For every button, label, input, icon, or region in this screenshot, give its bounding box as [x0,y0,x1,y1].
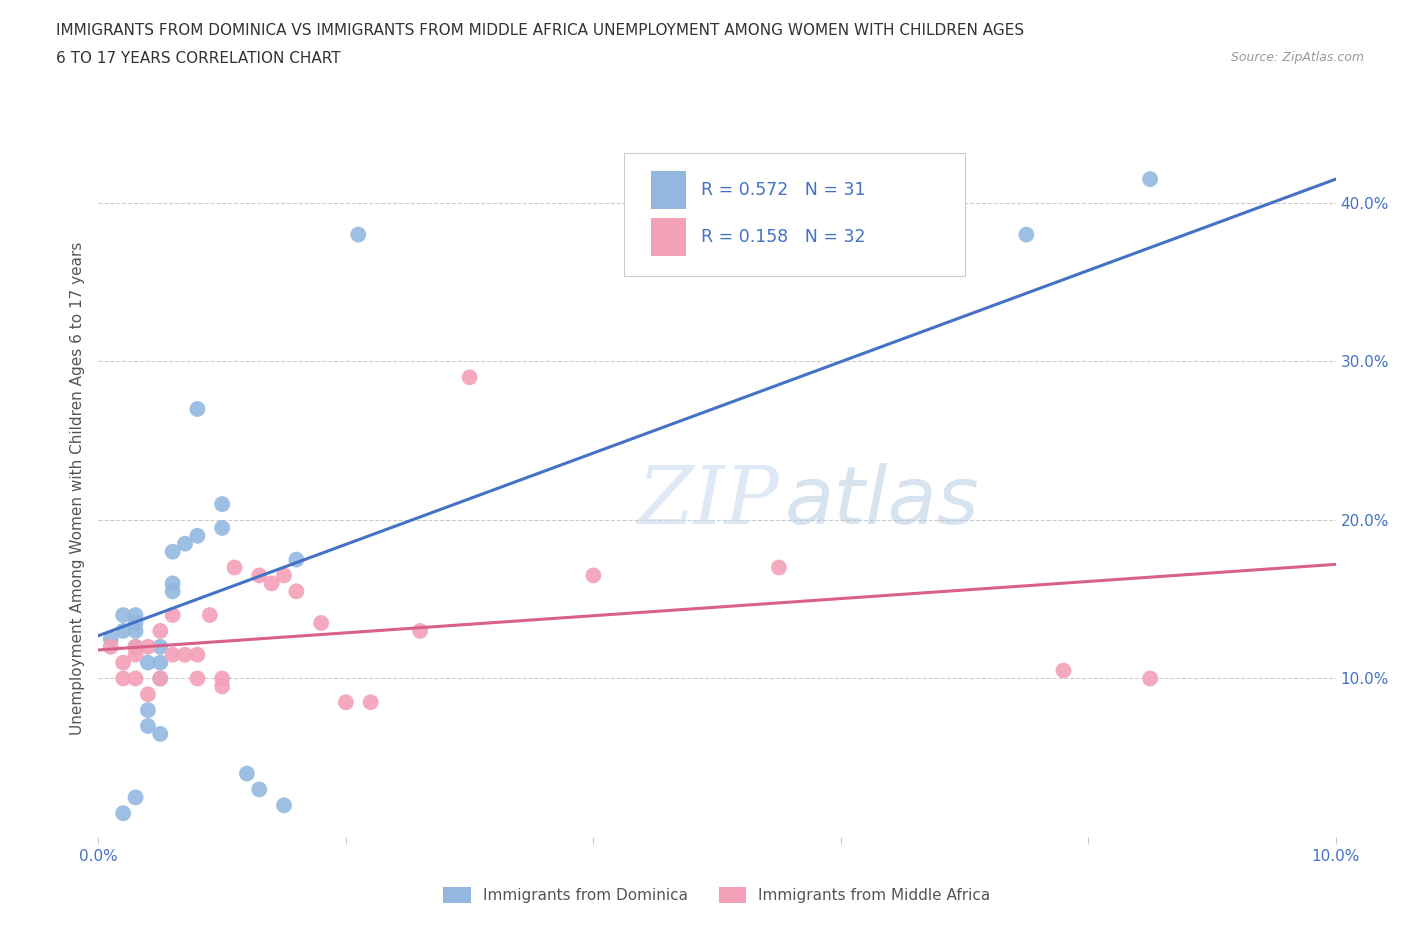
Point [112,805,135,820]
Point [409,623,432,638]
Point [100,639,122,654]
Point [136,687,159,702]
Point [124,607,146,622]
Point [149,726,172,741]
Point [162,576,184,591]
Point [174,647,197,662]
Point [124,639,146,654]
Point [162,607,184,622]
FancyBboxPatch shape [651,171,686,209]
Point [247,568,270,583]
Point [360,695,382,710]
Point [335,695,357,710]
Point [100,631,122,646]
Text: R = 0.572   N = 31: R = 0.572 N = 31 [702,181,866,199]
Point [224,560,246,575]
Point [149,623,172,638]
Point [112,655,135,670]
Point [247,782,270,797]
Point [211,521,233,536]
Text: ZIP: ZIP [637,463,779,541]
Point [124,647,146,662]
Text: Source: ZipAtlas.com: Source: ZipAtlas.com [1230,51,1364,64]
Point [124,623,146,638]
Point [149,655,172,670]
Point [260,576,283,591]
Point [186,402,208,417]
Point [124,616,146,631]
Point [162,544,184,559]
Text: 6 TO 17 YEARS CORRELATION CHART: 6 TO 17 YEARS CORRELATION CHART [56,51,340,66]
Point [285,552,308,567]
Point [124,639,146,654]
Point [211,679,233,694]
Point [1139,172,1161,187]
Point [124,790,146,804]
Point [162,584,184,599]
Point [347,227,370,242]
Point [198,607,221,622]
Point [768,560,790,575]
FancyBboxPatch shape [624,153,965,275]
Point [149,639,172,654]
Point [112,623,135,638]
Point [112,607,135,622]
Point [186,671,208,686]
Point [273,798,295,813]
Point [458,370,481,385]
Point [285,584,308,599]
Point [149,671,172,686]
Point [1052,663,1074,678]
Point [136,639,159,654]
Point [162,647,184,662]
Point [582,568,605,583]
Point [174,537,197,551]
Point [309,616,332,631]
Point [273,568,295,583]
Point [211,671,233,686]
Point [186,647,208,662]
Point [124,671,146,686]
Point [112,671,135,686]
Point [136,655,159,670]
Y-axis label: Unemployment Among Women with Children Ages 6 to 17 years: Unemployment Among Women with Children A… [69,242,84,735]
Text: atlas: atlas [785,463,980,541]
Point [136,703,159,718]
Legend: Immigrants from Dominica, Immigrants from Middle Africa: Immigrants from Dominica, Immigrants fro… [437,882,997,910]
Point [1015,227,1038,242]
Point [1139,671,1161,686]
Point [236,766,259,781]
FancyBboxPatch shape [651,218,686,256]
Point [136,719,159,734]
Point [211,497,233,512]
Text: R = 0.158   N = 32: R = 0.158 N = 32 [702,228,866,246]
Point [149,671,172,686]
Point [186,528,208,543]
Text: IMMIGRANTS FROM DOMINICA VS IMMIGRANTS FROM MIDDLE AFRICA UNEMPLOYMENT AMONG WOM: IMMIGRANTS FROM DOMINICA VS IMMIGRANTS F… [56,23,1025,38]
